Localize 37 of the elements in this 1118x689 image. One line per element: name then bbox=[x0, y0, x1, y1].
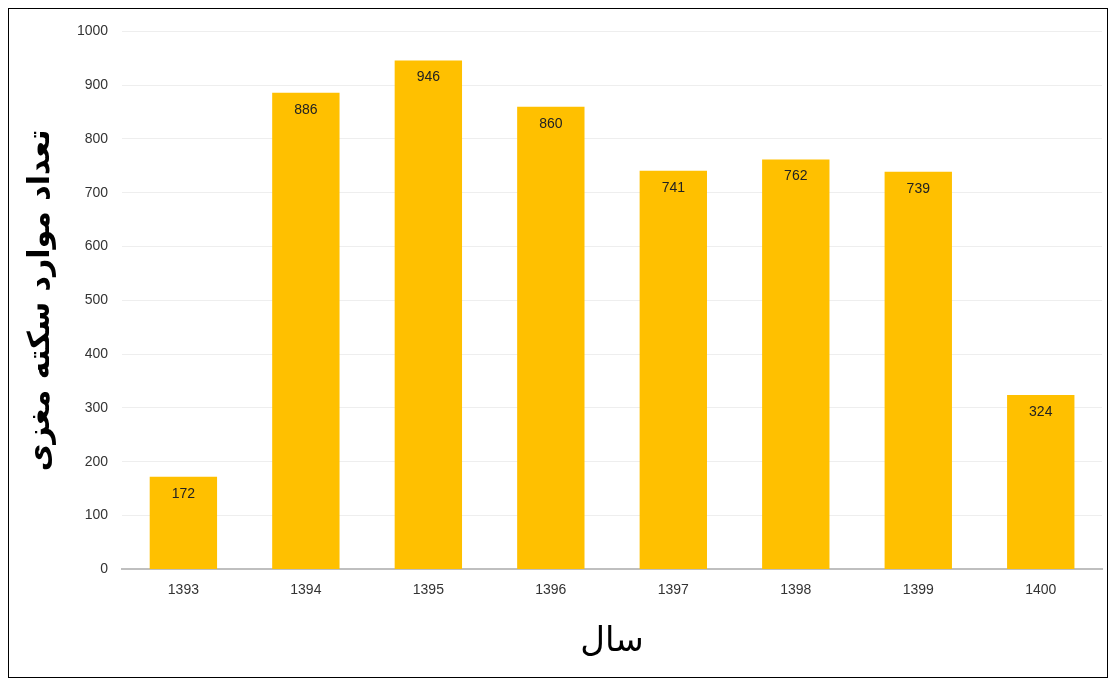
bar bbox=[639, 170, 707, 569]
x-tick-label: 1394 bbox=[290, 580, 322, 597]
y-tick-label: 700 bbox=[84, 183, 109, 200]
y-tick-label: 400 bbox=[84, 345, 109, 362]
y-tick-label: 100 bbox=[84, 506, 109, 523]
x-tick-label: 1399 bbox=[902, 580, 935, 597]
x-tick-label: 1397 bbox=[657, 580, 690, 597]
x-tick-label: 1395 bbox=[412, 580, 445, 597]
x-tick-label: 1398 bbox=[780, 580, 812, 597]
x-tick-label: 1393 bbox=[167, 580, 200, 597]
y-tick-label: 0 bbox=[100, 560, 109, 577]
bar bbox=[884, 171, 952, 569]
data-label: 946 bbox=[416, 68, 441, 85]
y-tick-label: 600 bbox=[84, 237, 109, 254]
y-tick-label: 200 bbox=[84, 452, 109, 469]
bar bbox=[149, 476, 218, 569]
y-axis-title: تعداد موارد سکته مغزی bbox=[20, 129, 56, 472]
bar bbox=[762, 159, 830, 569]
x-tick-label: 1396 bbox=[535, 580, 567, 597]
data-label: 741 bbox=[661, 178, 686, 195]
data-label: 172 bbox=[171, 484, 196, 501]
y-tick-label: 1000 bbox=[76, 22, 109, 39]
y-tick-label: 800 bbox=[84, 129, 109, 146]
y-tick-label: 300 bbox=[84, 398, 109, 415]
x-axis-title: سال bbox=[580, 619, 644, 660]
y-tick-label: 500 bbox=[84, 291, 109, 308]
bar bbox=[517, 106, 585, 569]
y-tick-label: 900 bbox=[84, 76, 109, 93]
data-label: 739 bbox=[906, 179, 931, 196]
data-label: 762 bbox=[784, 167, 808, 184]
data-label: 860 bbox=[539, 114, 563, 131]
bar bbox=[272, 92, 340, 569]
x-tick-label: 1400 bbox=[1025, 580, 1057, 597]
data-label: 324 bbox=[1029, 402, 1053, 419]
bar bbox=[1007, 395, 1075, 569]
bar bbox=[394, 60, 463, 569]
data-label: 886 bbox=[294, 100, 318, 117]
